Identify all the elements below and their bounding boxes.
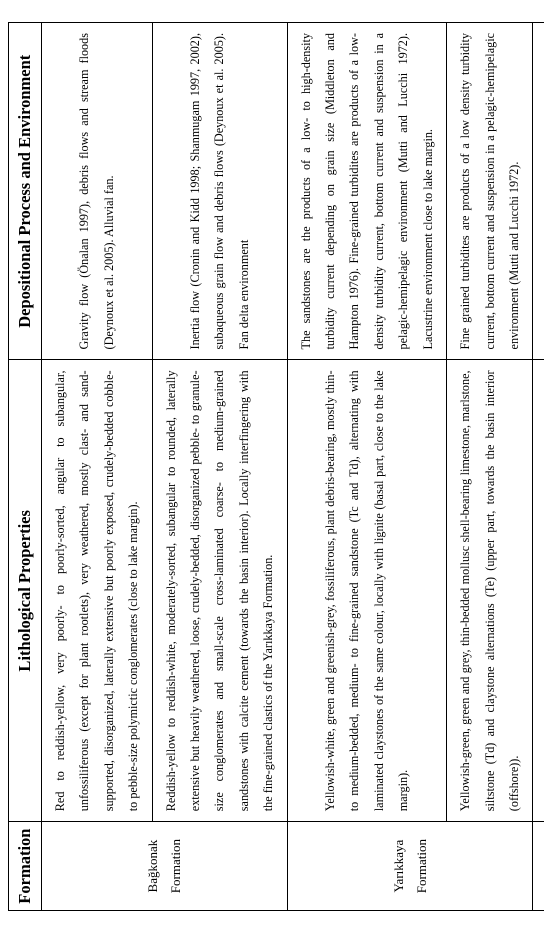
th-formation: Formation [9, 822, 42, 911]
lith-cell: Yellowish-green, green and grey, thin-be… [447, 360, 533, 822]
lith-cell: Reddish-yellow to reddish-white, moderat… [152, 360, 287, 822]
dep-cell: Fine grained turbidites are products of … [447, 23, 533, 360]
formation-name: Bağkonak [141, 824, 164, 908]
header-row: Formation Lithological Properties Deposi… [9, 23, 42, 911]
formation-cell: Göksöğüt [533, 822, 544, 911]
dep-cell: The sandstones are the products of a low… [287, 23, 446, 360]
formation-word: Formation [164, 824, 187, 908]
table-row: Reddish-yellow to reddish-white, moderat… [152, 23, 287, 911]
lith-cell: Red to reddish-yellow, very poorly- to p… [42, 360, 153, 822]
formation-name: Yarıkkaya [387, 824, 410, 908]
formation-cell: Bağkonak Formation [42, 822, 288, 911]
lithology-table: Formation Lithological Properties Deposi… [8, 22, 544, 911]
lith-cell: Yellowish-white, green and greenish-grey… [287, 360, 446, 822]
dep-cell: Deeper lacustrine environment. [533, 23, 544, 360]
dep-cell: Gravity flow (Önalan 1997), debris flows… [42, 23, 153, 360]
lith-cell: Grey, cream and beige, medium- to thick-… [533, 360, 544, 822]
table-row: Göksöğüt Grey, cream and beige, medium- … [533, 23, 544, 911]
table-row: Yarıkkaya Formation Yellowish-white, gre… [287, 23, 446, 911]
th-lithology: Lithological Properties [9, 360, 42, 822]
rotated-page: Formation Lithological Properties Deposi… [0, 0, 544, 933]
formation-word: Formation [410, 824, 433, 908]
table-row: Yellowish-green, green and grey, thin-be… [447, 23, 533, 911]
formation-cell: Yarıkkaya Formation [287, 822, 533, 911]
th-deposition: Depositional Process and Environment [9, 23, 42, 360]
dep-cell: Inertia flow (Cronin and Kidd 1998; Shan… [152, 23, 287, 360]
table-row: Bağkonak Formation Red to reddish-yellow… [42, 23, 153, 911]
